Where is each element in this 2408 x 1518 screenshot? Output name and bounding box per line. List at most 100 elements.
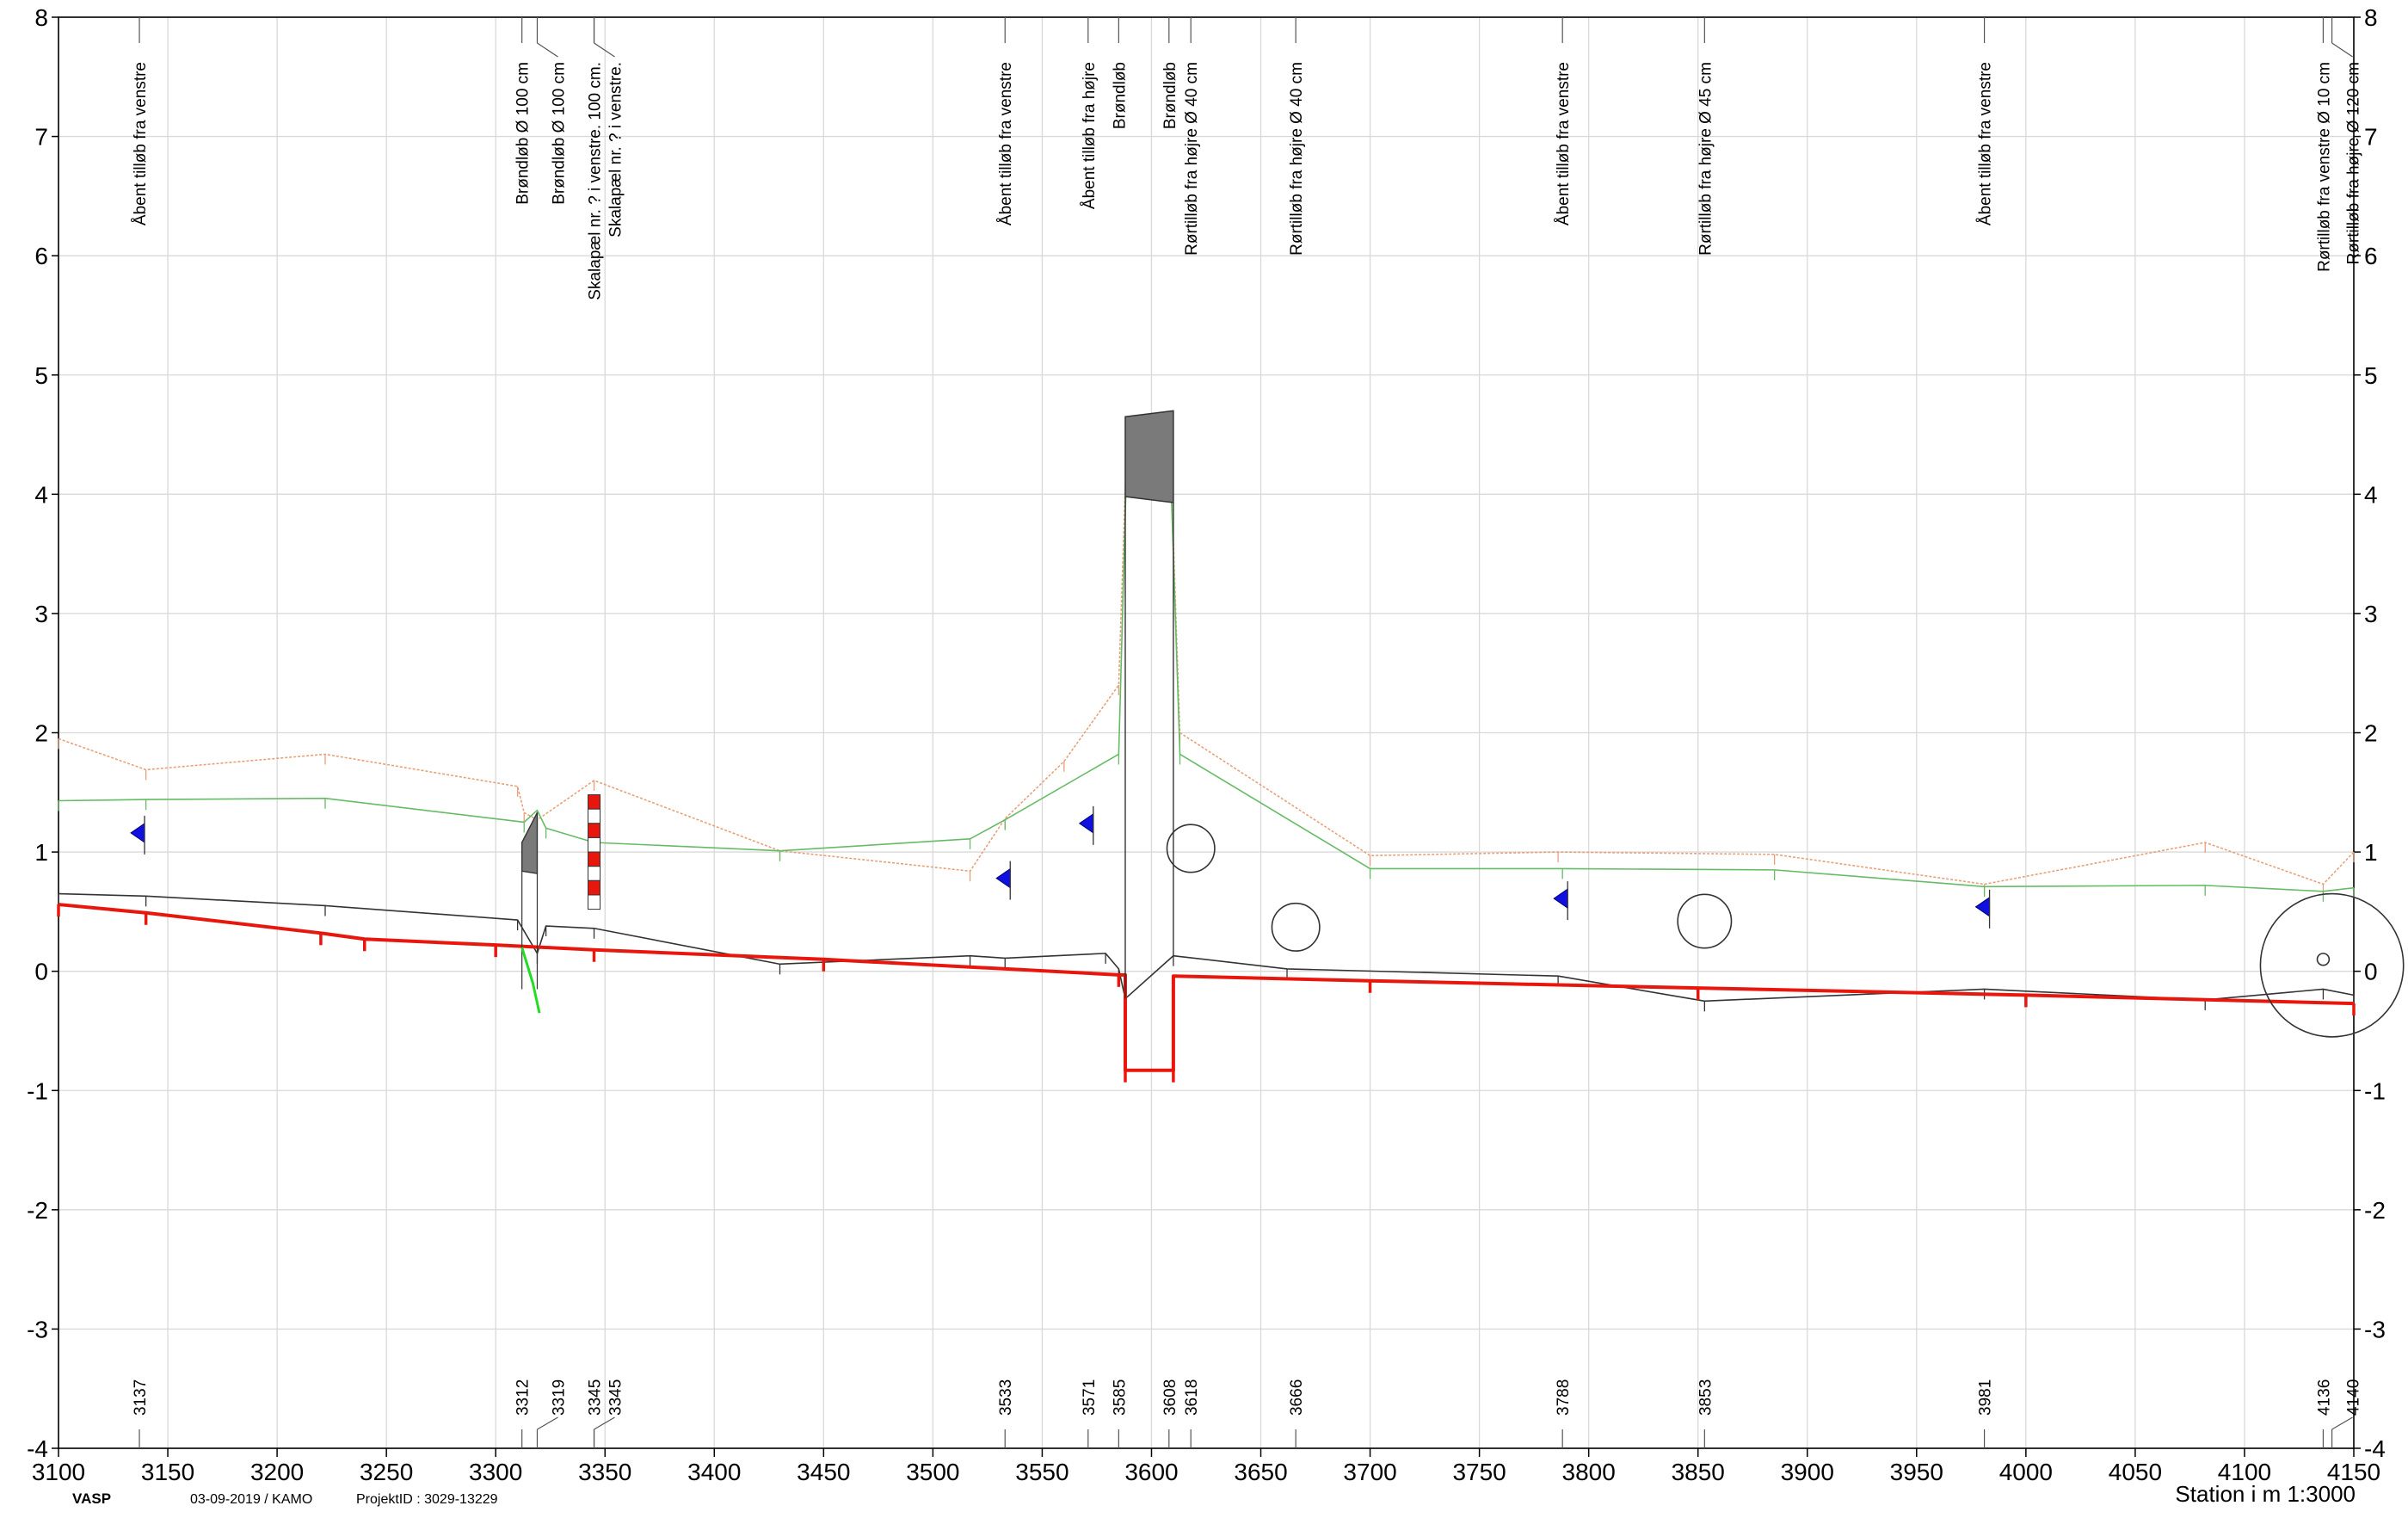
series-line-3 xyxy=(58,903,2355,1072)
annotation-label: Rørtilløb fra højre Ø 45 cm xyxy=(1697,62,1715,256)
annotation-label: Brøndløb Ø 100 cm xyxy=(550,62,568,205)
pipe-circle xyxy=(1677,893,1733,949)
date-label: 03-09-2019 / KAMO xyxy=(190,1492,313,1507)
axis-ticks: 3100 3150 3200 3250 3300 3350 3400 3450 3500 3550… xyxy=(27,4,2386,1485)
symbols xyxy=(130,410,2405,1038)
series-line-0 xyxy=(58,412,2355,886)
y-tick-label-left: -1 xyxy=(27,1077,48,1104)
y-tick-label-right: 2 xyxy=(2364,720,2378,747)
x-tick-label: 4150 xyxy=(2327,1459,2380,1485)
vasp-logo: VASP xyxy=(72,1490,112,1507)
water-level-marker xyxy=(130,822,145,843)
x-tick-label: 3100 xyxy=(32,1459,85,1485)
x-tick-label: 3150 xyxy=(141,1459,194,1485)
y-tick-label-left: 2 xyxy=(34,720,48,747)
pipe-circle xyxy=(2259,892,2405,1038)
station-leader-offset xyxy=(2331,1416,2353,1430)
annotation-label: Skalapæl nr. ? i venstre. xyxy=(607,62,625,238)
y-tick-label-right: 1 xyxy=(2364,839,2378,866)
y-tick-label-right: 8 xyxy=(2364,4,2378,31)
y-tick-label-right: 7 xyxy=(2364,124,2378,151)
x-tick-label: 3450 xyxy=(797,1459,850,1485)
x-tick-label: 3350 xyxy=(578,1459,631,1485)
x-tick-label: 3250 xyxy=(360,1459,413,1485)
x-tick-label: 4050 xyxy=(2109,1459,2162,1485)
station-label: 3981 xyxy=(1977,1379,1995,1416)
x-tick-label: 3600 xyxy=(1124,1459,1178,1485)
x-tick-label: 4100 xyxy=(2218,1459,2271,1485)
annotation-label: Åbent tilløb fra højre xyxy=(1081,62,1099,209)
annotation-label: Brøndløb Ø 100 cm xyxy=(514,62,533,205)
scale-pole-segment xyxy=(588,836,601,853)
scale-pole-segment xyxy=(588,894,601,910)
x-tick-label: 3300 xyxy=(469,1459,522,1485)
culvert-flow xyxy=(520,947,541,1014)
y-tick-label-left: -3 xyxy=(27,1316,48,1342)
series-line-1 xyxy=(58,422,2355,892)
scale-pole xyxy=(588,794,601,910)
annotation-label: Åbent tilløb fra venstre xyxy=(1555,62,1573,225)
scale-pole-segment xyxy=(588,823,601,838)
station-label: 3585 xyxy=(1111,1379,1129,1416)
series-line-2 xyxy=(58,892,2355,1003)
annotation-leader-offset xyxy=(594,42,615,58)
scale-pole-segment xyxy=(588,851,601,867)
station-label: 3608 xyxy=(1161,1379,1179,1416)
x-tick-label: 3500 xyxy=(906,1459,959,1485)
x-tick-label: 3700 xyxy=(1343,1459,1396,1485)
y-tick-label-right: -4 xyxy=(2364,1435,2386,1462)
annotation-label: Rørtilløb fra højre Ø 40 cm xyxy=(1183,62,1201,256)
station-label: 3571 xyxy=(1081,1379,1099,1416)
annotation-label: Rørtilløb fra højre Ø 120 cm xyxy=(2345,62,2363,264)
water-level-marker xyxy=(1974,896,1991,917)
water-level-marker xyxy=(995,867,1011,889)
annotation-leader-offset xyxy=(2331,42,2353,58)
pipe-circle xyxy=(1166,824,1216,873)
y-tick-label-left: 3 xyxy=(34,601,48,627)
y-tick-label-right: 6 xyxy=(2364,243,2378,269)
x-tick-label: 4000 xyxy=(1999,1459,2053,1485)
station-label: 4136 xyxy=(2315,1379,2333,1416)
scale-pole-segment xyxy=(588,794,601,810)
x-tick-label: 3950 xyxy=(1890,1459,1943,1485)
y-tick-label-right: 0 xyxy=(2364,959,2378,985)
annotations: Åbent tilløb fra venstre Brøndløb Ø 100 c… xyxy=(132,17,2363,1448)
station-label: 3853 xyxy=(1697,1379,1715,1416)
station-label: 3618 xyxy=(1183,1379,1201,1416)
station-label: 3345 xyxy=(607,1379,625,1416)
y-tick-label-left: 5 xyxy=(34,362,48,389)
pipe-circle xyxy=(2316,953,2331,966)
annotation-label: Skalapæl nr. ? i venstre. 100 cm. xyxy=(587,62,605,300)
y-tick-label-left: -2 xyxy=(27,1197,48,1224)
station-label: 3345 xyxy=(587,1379,605,1416)
pipe-circle xyxy=(1271,902,1321,952)
annotation-label: Åbent tilløb fra venstre xyxy=(997,62,1015,225)
y-tick-label-left: 8 xyxy=(34,4,48,31)
x-tick-label: 3800 xyxy=(1562,1459,1616,1485)
y-tick-label-left: 7 xyxy=(34,124,48,151)
y-tick-label-left: 6 xyxy=(34,243,48,269)
y-tick-label-right: -3 xyxy=(2364,1316,2386,1342)
annotation-leader-offset xyxy=(537,42,558,58)
water-level-marker xyxy=(1553,888,1568,910)
station-label: 3312 xyxy=(514,1379,533,1416)
y-tick-label-left: 4 xyxy=(34,481,48,508)
scale-pole-segment xyxy=(588,808,601,824)
annotation-label: Brøndløb xyxy=(1111,62,1129,129)
scale-pole-segment xyxy=(588,879,601,896)
x-tick-label: 3400 xyxy=(687,1459,741,1485)
series xyxy=(57,412,2356,1083)
station-leader-offset xyxy=(594,1416,615,1430)
x-tick-label: 3900 xyxy=(1781,1459,1834,1485)
x-tick-label: 3550 xyxy=(1015,1459,1069,1485)
bridge-box xyxy=(1124,410,1174,503)
project-id-label: ProjektID : 3029-13229 xyxy=(356,1492,498,1507)
water-level-marker xyxy=(1078,812,1094,834)
y-tick-label-right: 5 xyxy=(2364,362,2378,389)
annotation-label: Rørtilløb fra højre Ø 40 cm xyxy=(1288,62,1306,256)
station-label: 4140 xyxy=(2345,1379,2363,1416)
station-label: 3788 xyxy=(1555,1379,1573,1416)
x-tick-label: 3850 xyxy=(1672,1459,1725,1485)
y-tick-label-right: 3 xyxy=(2364,601,2378,627)
